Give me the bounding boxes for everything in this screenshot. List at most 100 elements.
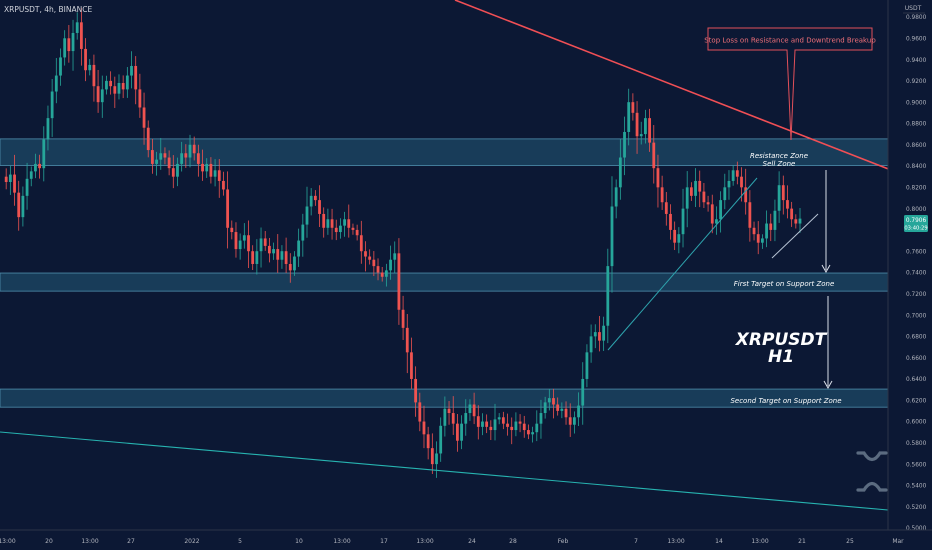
candle-body	[8, 174, 12, 183]
candle-body	[451, 413, 455, 424]
price-tick-label: 0.9200	[906, 79, 927, 85]
candle-body	[280, 251, 284, 260]
candle-body	[652, 142, 656, 169]
candle-body	[155, 159, 158, 164]
candle-body	[196, 153, 200, 164]
candle-body	[514, 421, 518, 431]
candle-body	[267, 245, 271, 254]
candle-body	[79, 22, 83, 49]
stop-loss-label: Stop Loss on Resistance and Downtrend Br…	[704, 37, 876, 45]
candle-body	[339, 225, 342, 233]
first-target-label: First Target on Support Zone	[734, 280, 835, 288]
chart-title: XRPUSDT, 4h, BINANCE	[4, 5, 92, 14]
candle-body	[456, 423, 459, 441]
long-term-support-line[interactable]	[0, 431, 889, 511]
price-tick-label: 0.9600	[906, 36, 927, 42]
time-tick-label: 27	[127, 538, 135, 545]
price-tick-label: 0.7200	[906, 292, 927, 298]
candle-body	[100, 89, 104, 103]
candle-body	[180, 153, 184, 164]
candle-body	[773, 210, 777, 230]
candle-body	[284, 251, 288, 264]
candle-body	[205, 163, 209, 172]
time-tick-label: Mar	[892, 538, 904, 545]
candle-body	[46, 118, 50, 140]
candle-body	[176, 163, 179, 177]
stop-loss-callout[interactable]: Stop Loss on Resistance and Downtrend Br…	[704, 27, 876, 141]
candle-body	[96, 86, 100, 103]
candle-body	[105, 80, 108, 90]
candle-body	[664, 202, 668, 214]
candle-body	[410, 352, 413, 379]
candle-body	[677, 234, 681, 243]
candle-body	[623, 131, 626, 158]
candle-body	[418, 402, 422, 422]
candle-body	[151, 150, 154, 164]
price-tick-label: 0.8800	[906, 122, 927, 128]
candle-body	[171, 168, 175, 177]
candle-body	[247, 235, 250, 252]
arrow-first-target-head	[821, 264, 831, 274]
time-axis-background	[0, 530, 932, 550]
price-tick-label: 0.6800	[906, 335, 927, 341]
candle-body	[109, 80, 113, 87]
candle-body	[556, 404, 560, 411]
candle-body	[351, 227, 355, 230]
candle-body	[389, 259, 392, 271]
candle-body	[184, 153, 188, 158]
candle-body	[710, 204, 714, 224]
candle-body	[485, 421, 489, 427]
candle-body	[669, 213, 672, 230]
arrow-second-target-head	[823, 380, 833, 390]
candle-body	[798, 218, 802, 224]
time-tick-label: 28	[509, 538, 517, 545]
price-tick-label: 0.8000	[906, 207, 927, 213]
downtrend-resistance-line[interactable]	[454, 0, 932, 187]
candle-body	[125, 75, 129, 90]
short-rising-support-line[interactable]	[771, 213, 819, 259]
price-tick-label: 0.9400	[906, 58, 927, 64]
price-tick-label: 0.5800	[906, 441, 927, 447]
candle-body	[598, 332, 601, 341]
candle-body	[117, 83, 121, 94]
candle-body	[585, 352, 589, 379]
price-scale-unit: USDT	[905, 5, 922, 12]
candle-body	[318, 200, 321, 214]
candle-body	[535, 423, 539, 433]
candle-body	[476, 416, 480, 427]
candle-body	[602, 325, 606, 341]
candle-body	[230, 227, 234, 233]
candle-body	[226, 189, 230, 228]
candle-body	[572, 417, 576, 425]
candle-body	[648, 118, 651, 143]
price-scale[interactable]: USDT 0.9800 0.9600 0.9400 0.9200 0.9000 0.880…	[887, 0, 932, 550]
candle-body	[50, 91, 54, 119]
last-price-tag[interactable]	[904, 215, 928, 232]
candle-body	[34, 163, 37, 172]
price-tick-label: 0.5000	[906, 526, 927, 532]
candle-body	[301, 224, 305, 241]
candle-body	[134, 65, 138, 90]
time-tick-label: 14	[715, 538, 723, 545]
candle-body	[765, 223, 768, 239]
candle-body	[4, 176, 8, 183]
target-arrows	[821, 170, 833, 390]
candle-body	[88, 64, 92, 71]
candle-body	[222, 180, 225, 190]
candle-body	[159, 153, 163, 160]
candle-body	[589, 336, 593, 353]
time-axis[interactable]: 13:00 20 13:00 27 2022 5 10 13:00 17 13:00 24 28 Feb…	[0, 529, 932, 550]
rising-support-line[interactable]	[607, 177, 758, 351]
candle-body	[13, 174, 16, 193]
candle-body	[740, 176, 743, 188]
candle-body	[426, 434, 430, 449]
candle-body	[635, 112, 639, 137]
candle-body	[752, 227, 756, 235]
candle-body	[414, 378, 418, 403]
candle-body	[472, 404, 476, 417]
candle-body	[781, 185, 785, 201]
candle-body	[639, 134, 643, 137]
time-tick-label: 5	[238, 538, 242, 545]
candle-body	[347, 219, 351, 228]
